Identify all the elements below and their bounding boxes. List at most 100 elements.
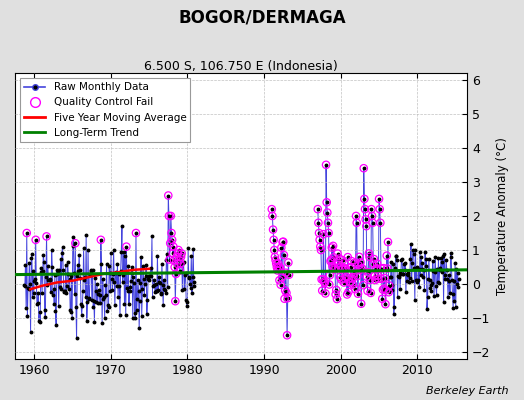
Point xyxy=(380,286,388,292)
Point xyxy=(373,265,381,272)
Point xyxy=(371,277,379,283)
Point xyxy=(169,250,177,257)
Text: BOGOR/DERMAGA: BOGOR/DERMAGA xyxy=(178,8,346,26)
Point xyxy=(354,262,363,268)
Point xyxy=(376,206,384,212)
Point xyxy=(365,250,373,257)
Point xyxy=(347,264,355,270)
Point xyxy=(372,266,380,272)
Point xyxy=(359,282,367,288)
Point xyxy=(23,230,31,236)
Point xyxy=(164,192,172,199)
Point xyxy=(377,265,385,272)
Point xyxy=(384,239,392,245)
Point xyxy=(348,275,356,282)
Point xyxy=(284,259,292,266)
Point xyxy=(379,265,388,271)
Point xyxy=(335,260,343,266)
Point xyxy=(277,282,285,288)
Point xyxy=(334,264,342,271)
Point xyxy=(337,276,345,283)
Point xyxy=(355,254,364,260)
Point xyxy=(122,244,130,250)
Point xyxy=(321,280,329,286)
Point xyxy=(279,238,288,245)
Point xyxy=(374,273,382,279)
Point xyxy=(278,274,286,281)
Point xyxy=(362,216,370,222)
Point xyxy=(367,206,376,212)
Point xyxy=(331,266,339,272)
Point xyxy=(173,260,181,267)
Point xyxy=(332,291,340,298)
Point xyxy=(374,276,383,282)
Point xyxy=(370,256,378,262)
Point xyxy=(271,257,280,264)
Point xyxy=(333,296,341,302)
Point xyxy=(344,289,353,295)
Point xyxy=(268,213,277,219)
Point xyxy=(344,254,352,260)
Point xyxy=(176,267,184,274)
Point xyxy=(353,220,361,226)
Point xyxy=(177,254,185,260)
Point xyxy=(339,265,347,272)
Point xyxy=(351,286,359,292)
Point xyxy=(368,220,377,226)
Point xyxy=(346,279,355,286)
Point xyxy=(332,287,341,293)
Point xyxy=(343,291,351,298)
Point xyxy=(363,288,372,294)
Point xyxy=(380,275,389,281)
Point xyxy=(326,258,335,264)
Point xyxy=(364,269,373,276)
Point xyxy=(283,332,291,338)
Point xyxy=(171,298,180,304)
Point xyxy=(359,165,368,172)
Point xyxy=(378,296,387,302)
Point xyxy=(370,273,379,279)
Point xyxy=(170,257,178,264)
Point xyxy=(345,275,353,282)
Point xyxy=(354,290,362,297)
Point xyxy=(347,258,356,264)
Point xyxy=(281,287,289,294)
Text: Berkeley Earth: Berkeley Earth xyxy=(426,386,508,396)
Point xyxy=(268,206,276,212)
Point xyxy=(323,209,332,216)
Point xyxy=(385,289,393,296)
Point xyxy=(336,264,345,270)
Point xyxy=(42,233,51,240)
Point xyxy=(340,279,348,286)
Point xyxy=(173,250,182,257)
Point xyxy=(322,199,331,206)
Point xyxy=(357,300,365,307)
Point xyxy=(174,247,183,253)
Title: 6.500 S, 106.750 E (Indonesia): 6.500 S, 106.750 E (Indonesia) xyxy=(144,60,338,73)
Point xyxy=(361,206,369,212)
Point xyxy=(376,220,385,226)
Point xyxy=(168,237,176,243)
Point xyxy=(356,259,365,266)
Point xyxy=(316,247,325,253)
Point xyxy=(368,213,376,219)
Point xyxy=(321,290,330,297)
Point xyxy=(166,240,174,246)
Point xyxy=(280,296,289,302)
Point xyxy=(169,244,178,250)
Point xyxy=(351,260,359,266)
Point xyxy=(366,277,374,283)
Point xyxy=(275,277,283,284)
Point xyxy=(275,264,283,270)
Point xyxy=(271,254,279,260)
Point xyxy=(270,247,279,253)
Point xyxy=(278,239,287,245)
Point xyxy=(383,265,391,272)
Y-axis label: Temperature Anomaly (°C): Temperature Anomaly (°C) xyxy=(496,137,509,295)
Point xyxy=(170,264,179,270)
Point xyxy=(277,244,286,251)
Point xyxy=(357,265,366,272)
Point xyxy=(318,288,326,294)
Point xyxy=(328,263,336,269)
Point xyxy=(356,267,364,273)
